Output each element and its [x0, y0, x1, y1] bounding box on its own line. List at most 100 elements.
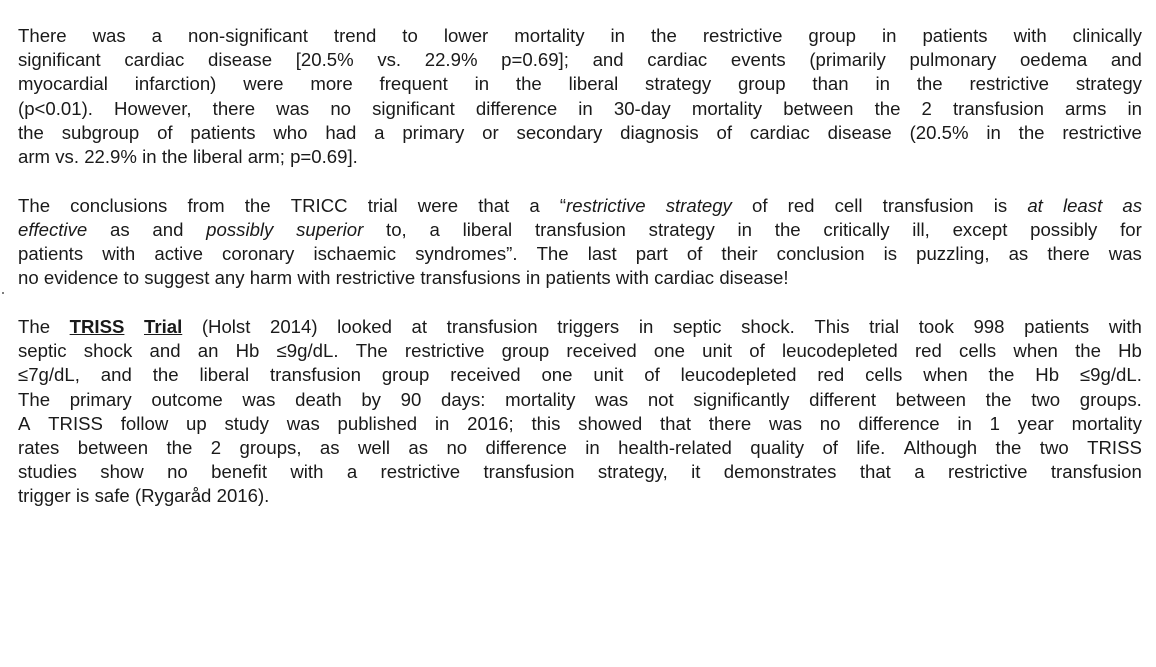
word-text: A [18, 412, 31, 434]
emphasis: least [1062, 194, 1103, 216]
word-text: transfusion [534, 218, 626, 240]
word: in [142, 145, 156, 169]
word: harm [250, 266, 292, 290]
document-body: There was a non-significant trend to lower mort… [18, 24, 1142, 533]
word-text: an [197, 340, 219, 362]
word-text: arm [18, 145, 51, 167]
word: cells [959, 339, 996, 363]
word: in [639, 315, 653, 339]
word: demonstrates [724, 460, 837, 484]
word-text: transfusions [420, 267, 521, 289]
word: events [731, 48, 786, 72]
word-text: 2016; [467, 412, 514, 434]
word-text: leucodepleted [781, 340, 898, 362]
word: 90 [401, 388, 422, 412]
word: for [1120, 218, 1142, 242]
word: myocardial [18, 72, 108, 96]
emphasis: as [1122, 194, 1142, 216]
word-text: when [923, 364, 968, 386]
word-text: liberal [462, 218, 513, 240]
word-text: was [276, 97, 310, 119]
word: their [721, 242, 757, 266]
word-text: active [154, 243, 203, 265]
word-text: in [638, 316, 654, 338]
word-text: subgroup [61, 121, 140, 143]
word-text: as [110, 218, 130, 240]
text-line: arm vs. 22.9% in the liberal arm; p=0.69]. [18, 145, 1142, 169]
word-text: safe [94, 485, 130, 507]
word: when [1013, 339, 1057, 363]
word: disease [208, 48, 272, 72]
word: of [822, 436, 838, 460]
word: show [100, 460, 143, 484]
word-text: ischaemic [313, 243, 397, 265]
word: least [1063, 194, 1102, 218]
word: mortality [514, 24, 584, 48]
word: when [923, 363, 967, 387]
word: groups, [239, 436, 301, 460]
word: syndromes”. [415, 242, 517, 266]
word-text: follow [120, 412, 169, 434]
text-line: The TRISS Trial (Holst 2014) looked at transfus… [18, 315, 1142, 339]
text-line: trigger is safe (Rygaråd 2016). [18, 484, 1142, 508]
word: to, [386, 218, 407, 242]
word-text: syndromes”. [415, 243, 518, 265]
word: 2014) [270, 315, 318, 339]
word: in [738, 218, 752, 242]
word-text: groups. [1079, 388, 1142, 410]
word: arm; [248, 145, 285, 169]
word-text: vs. [377, 49, 402, 71]
word-text: no [446, 437, 468, 458]
word-text: septic [18, 340, 67, 362]
word-text: Hb [235, 340, 260, 362]
word-text: strategy [648, 218, 715, 240]
word: with [297, 266, 330, 290]
word: non-significant [188, 24, 308, 48]
word: disease [828, 121, 892, 145]
word: pulmonary [909, 48, 996, 72]
word: Hb [1035, 363, 1059, 387]
word: rates [18, 436, 59, 460]
word: A [18, 412, 30, 436]
word-text: between [77, 437, 149, 458]
word-text: up [186, 412, 207, 434]
trial-heading: Trial [144, 316, 183, 338]
word: more [310, 72, 352, 96]
word: a [347, 460, 357, 484]
word-text: in [474, 73, 490, 95]
text-line: rates between the 2 groups, as well as no differe… [18, 436, 1142, 460]
word: no [446, 436, 467, 460]
word-text: 30-day [613, 97, 671, 119]
word: transfusion [483, 460, 574, 484]
word-text: Although [903, 437, 978, 458]
word: and [101, 363, 132, 387]
word: this [531, 412, 560, 436]
word: is [76, 484, 89, 508]
word: evidence [44, 266, 118, 290]
word: shock [84, 339, 133, 363]
word-text: were [243, 73, 284, 95]
word-text: The [355, 340, 388, 362]
word-text: group [381, 364, 430, 386]
word-text: patients [18, 243, 84, 265]
word-text: was [242, 388, 276, 410]
emphasis: possibly [206, 218, 274, 240]
word: between [783, 97, 853, 121]
word: outcome [151, 388, 222, 412]
text-line: patients with active coronary ischaemic syndr… [18, 242, 1142, 266]
word-text: were [417, 194, 459, 216]
word: a [429, 218, 439, 242]
word: trial [869, 315, 899, 339]
word: received [566, 339, 636, 363]
word-text: vs. [55, 145, 79, 167]
word: arm [18, 145, 50, 169]
word-text: cardiac [654, 267, 715, 289]
word: not [648, 388, 674, 412]
word: difference [858, 412, 939, 436]
word-text: was [768, 412, 803, 434]
word: the [166, 436, 192, 460]
word-text: than [812, 73, 849, 95]
word: of [687, 242, 703, 266]
word: trend [334, 24, 376, 48]
word: cardiac [750, 121, 810, 145]
